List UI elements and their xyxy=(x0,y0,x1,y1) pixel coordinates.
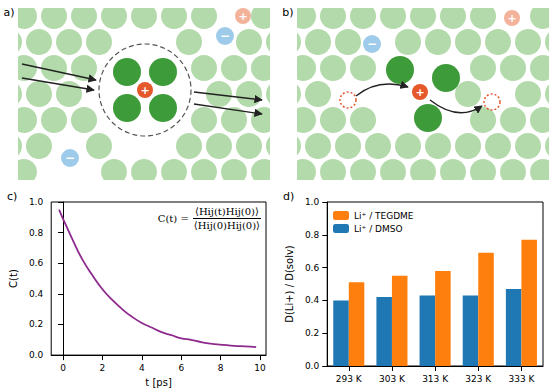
svg-text:313 K: 313 K xyxy=(422,374,449,384)
svg-text:0.8: 0.8 xyxy=(305,230,320,240)
svg-text:6: 6 xyxy=(178,363,184,373)
html-text:C(t) =: C(t) = xyxy=(157,213,189,224)
svg-text:Li⁺ / TEGDME: Li⁺ / TEGDME xyxy=(354,211,414,221)
svg-text:1.0: 1.0 xyxy=(305,197,320,207)
svg-text:8: 8 xyxy=(218,363,224,373)
svg-text:a): a) xyxy=(3,6,14,19)
svg-text:303 K: 303 K xyxy=(379,374,406,384)
svg-text:0.6: 0.6 xyxy=(29,258,44,268)
svg-text:b): b) xyxy=(282,6,293,19)
svg-text:+: + xyxy=(507,12,516,25)
html-text:⟨Hij(t)Hij(0)⟩: ⟨Hij(t)Hij(0)⟩ xyxy=(195,206,259,217)
svg-text:323 K: 323 K xyxy=(465,374,492,384)
svg-text:0.0: 0.0 xyxy=(305,361,320,371)
svg-text:+: + xyxy=(415,86,424,99)
svg-text:0.8: 0.8 xyxy=(29,228,44,238)
svg-text:−: − xyxy=(367,37,377,51)
svg-text:Li⁺ / DMSO: Li⁺ / DMSO xyxy=(354,224,403,234)
svg-text:0.6: 0.6 xyxy=(305,263,320,273)
svg-text:−: − xyxy=(65,151,75,165)
svg-text:0.0: 0.0 xyxy=(29,350,44,360)
svg-text:−: − xyxy=(220,29,230,43)
html-text:⟨Hij(0)Hij(0)⟩: ⟨Hij(0)Hij(0)⟩ xyxy=(193,220,260,231)
svg-text:0: 0 xyxy=(60,363,66,373)
svg-text:0.2: 0.2 xyxy=(29,319,43,329)
svg-text:0.4: 0.4 xyxy=(305,295,320,305)
svg-text:D(Li+) / D(solv): D(Li+) / D(solv) xyxy=(284,245,295,323)
svg-text:4: 4 xyxy=(139,363,145,373)
svg-text:0.4: 0.4 xyxy=(29,289,44,299)
svg-text:d): d) xyxy=(283,190,294,203)
svg-text:c): c) xyxy=(7,190,17,203)
svg-text:10: 10 xyxy=(254,363,266,373)
svg-text:1.0: 1.0 xyxy=(29,197,44,207)
svg-text:C(t): C(t) xyxy=(8,269,19,288)
svg-text:+: + xyxy=(140,84,149,97)
svg-text:+: + xyxy=(238,10,247,23)
svg-text:293 K: 293 K xyxy=(336,374,363,384)
svg-text:2: 2 xyxy=(100,363,106,373)
svg-text:0.2: 0.2 xyxy=(305,328,319,338)
svg-text:t [ps]: t [ps] xyxy=(145,377,172,388)
svg-text:333 K: 333 K xyxy=(508,374,535,384)
